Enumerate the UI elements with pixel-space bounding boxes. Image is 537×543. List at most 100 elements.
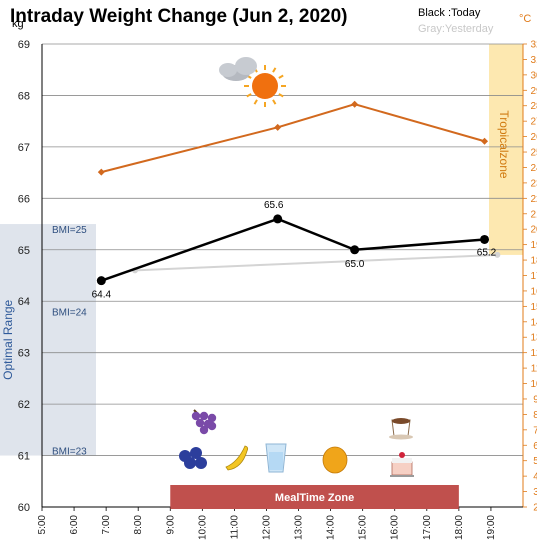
today-data-label: 65.0 (345, 259, 365, 270)
tropical-zone-band (489, 44, 523, 255)
cake-cherry (399, 452, 405, 458)
y-right-tick: 29 (530, 86, 537, 97)
y-right-tick: 25 (530, 148, 537, 159)
mango-icon (322, 446, 348, 474)
x-tick: 5:00 (37, 515, 48, 535)
grape (199, 411, 209, 421)
y-right-tick: 27 (530, 117, 537, 128)
x-tick: 15:00 (358, 515, 369, 540)
y-right-tick: 24 (530, 163, 537, 174)
bmi-label: BMI=25 (52, 225, 87, 236)
cake-body (391, 461, 413, 476)
cloud-part (235, 57, 257, 75)
y-right-tick: 4 (533, 472, 537, 483)
glass-water (269, 452, 283, 470)
grape (199, 425, 209, 435)
y-right-tick: 7 (533, 425, 537, 436)
today-point (96, 276, 106, 286)
banana-shape (225, 445, 249, 471)
bmi-label: BMI=23 (52, 446, 87, 457)
x-tick: 8:00 (133, 515, 144, 535)
temperature-point (351, 100, 359, 108)
y-right-tick: 14 (530, 317, 537, 328)
y-right-tick: 3 (533, 487, 537, 498)
x-tick: 18:00 (454, 515, 465, 540)
temperature-point (274, 123, 282, 131)
y-right-tick: 5 (533, 456, 537, 467)
grape (207, 421, 217, 431)
x-tick: 9:00 (165, 515, 176, 535)
y-right-tick: 10 (530, 379, 537, 390)
x-tick: 10:00 (197, 515, 208, 540)
meal-zone-bar (170, 485, 459, 509)
grape (207, 413, 217, 423)
today-data-label: 65.2 (477, 247, 497, 258)
optimal-range-band (0, 224, 96, 456)
y-right-tick: 19 (530, 240, 537, 251)
blueberry (184, 457, 196, 469)
y-right-tick: 21 (530, 209, 537, 220)
y-right-tick: 28 (530, 101, 537, 112)
mango-shape (322, 446, 348, 474)
banana-icon (225, 445, 249, 471)
temperature-point (97, 168, 105, 176)
coffee-icon (389, 418, 413, 440)
grape (191, 411, 201, 421)
x-tick: 7:00 (101, 515, 112, 535)
y-left-tick: 67 (18, 142, 30, 154)
today-line (100, 217, 485, 282)
temperature-line (101, 103, 485, 174)
y-right-tick: 30 (530, 70, 537, 81)
coffee-liquid (392, 418, 410, 424)
y-left-tick: 69 (18, 39, 30, 51)
y-right-tick: 15 (530, 302, 537, 313)
y-right-unit: °C (519, 13, 531, 25)
y-right-tick: 9 (533, 394, 537, 405)
sun-disc (252, 73, 278, 99)
y-right-tick: 31 (530, 55, 537, 66)
blueberries-icon (179, 447, 207, 469)
today-data-label: 65.6 (264, 200, 284, 211)
y-right-tick: 13 (530, 333, 537, 344)
y-left-unit: kg (12, 18, 24, 30)
x-tick: 14:00 (326, 515, 337, 540)
cloud-part (219, 63, 237, 77)
y-left-tick: 68 (18, 90, 30, 102)
y-left-tick: 66 (18, 193, 30, 205)
sun-ray (272, 67, 277, 73)
sun-ray (253, 99, 258, 105)
y-right-tick: 23 (530, 178, 537, 189)
optimal-range-label: Optimal Range (1, 299, 15, 379)
grapes-icon (191, 409, 217, 435)
y-left-tick: 65 (18, 245, 30, 257)
temperature-point (481, 137, 489, 145)
tropical-zone-label: Tropicalzone (497, 110, 511, 179)
x-tick: 6:00 (69, 515, 80, 535)
today-data-label: 64.4 (92, 290, 112, 301)
x-tick: 17:00 (422, 515, 433, 540)
water-glass-icon (265, 443, 287, 473)
cake-cream (392, 458, 412, 463)
legend-today: Black :Today (418, 7, 481, 19)
blueberry (190, 447, 202, 459)
y-right-tick: 22 (530, 194, 537, 205)
y-right-tick: 16 (530, 286, 537, 297)
y-right-tick: 18 (530, 256, 537, 267)
y-right-tick: 32 (530, 40, 537, 51)
yesterday-point (494, 251, 501, 258)
x-tick: 11:00 (229, 515, 240, 540)
sun-ray (278, 93, 284, 98)
y-left-tick: 62 (18, 399, 30, 411)
x-tick: 19:00 (486, 515, 497, 540)
y-right-tick: 11 (531, 364, 537, 375)
y-left-tick: 64 (18, 296, 30, 308)
yesterday-line (134, 253, 498, 272)
y-left-tick: 61 (18, 451, 30, 463)
y-right-tick: 8 (533, 410, 537, 421)
sun-ray (272, 99, 277, 105)
cake-plate (390, 475, 414, 477)
saucer (389, 434, 413, 440)
bmi-label: BMI=24 (52, 308, 87, 319)
chart-title: Intraday Weight Change (Jun 2, 2020) (10, 6, 348, 27)
